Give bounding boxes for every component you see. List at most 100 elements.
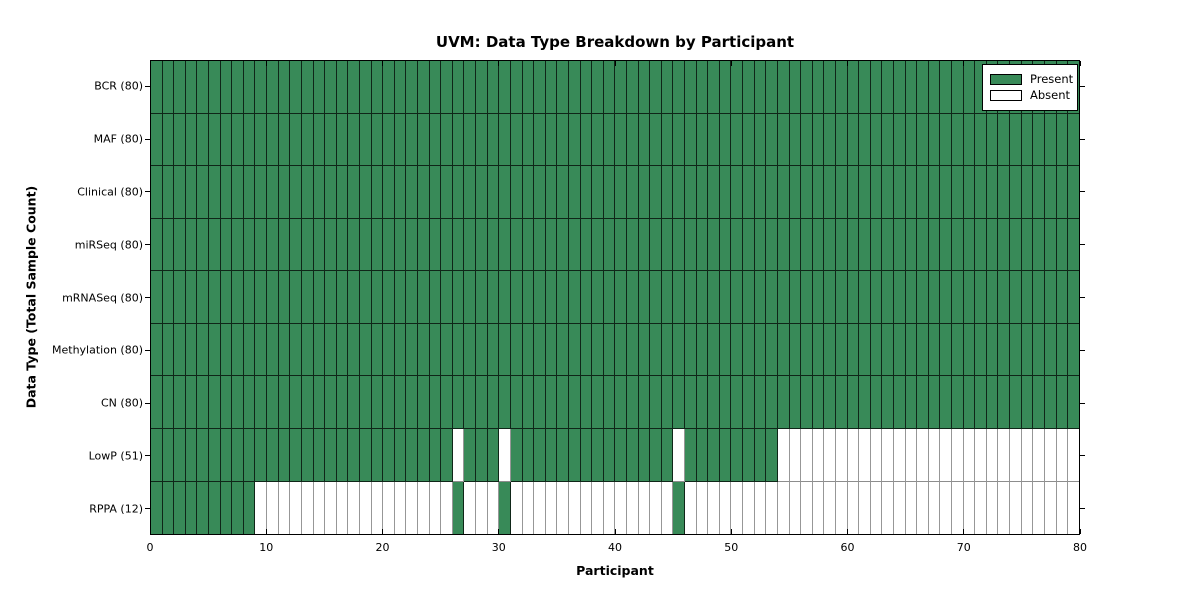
heatmap-cell <box>429 218 442 272</box>
heatmap-cell <box>917 218 929 272</box>
heatmap-cell <box>917 113 929 167</box>
heatmap-cell <box>859 376 871 429</box>
heatmap-cell <box>151 271 163 324</box>
heatmap-cell <box>615 113 627 167</box>
heatmap-cell <box>568 323 581 377</box>
heatmap-cell <box>661 271 674 324</box>
heatmap-cell <box>290 323 302 377</box>
heatmap-cell <box>371 376 384 429</box>
heatmap-cell <box>650 323 662 377</box>
heatmap-cell <box>429 271 442 324</box>
x-tick-label: 70 <box>956 541 971 554</box>
heatmap-cell <box>731 323 744 377</box>
heatmap-cell <box>998 481 1011 535</box>
heatmap-cell <box>232 428 244 482</box>
heatmap-cell <box>661 428 674 482</box>
heatmap-cell <box>255 218 268 272</box>
heatmap-cell <box>801 218 813 272</box>
heatmap-cell <box>882 166 894 219</box>
heatmap-cell <box>1068 218 1079 272</box>
heatmap-cell <box>290 428 302 482</box>
heatmap-cell <box>290 376 302 429</box>
heatmap-cell <box>603 61 616 114</box>
heatmap-cell <box>882 323 894 377</box>
heatmap-cell <box>174 61 186 114</box>
heatmap-cell <box>812 481 825 535</box>
heatmap-cell <box>325 376 337 429</box>
heatmap-cell <box>638 323 651 377</box>
heatmap-row-LowP <box>151 428 1079 482</box>
heatmap-cell <box>963 428 976 482</box>
heatmap-cell <box>731 218 744 272</box>
x-tick-mark <box>614 529 616 534</box>
heatmap-cell <box>986 323 999 377</box>
heatmap-cell <box>580 61 593 114</box>
heatmap-cell <box>325 481 337 535</box>
heatmap-cell <box>754 428 767 482</box>
heatmap-cell <box>882 428 894 482</box>
heatmap-cell <box>696 481 709 535</box>
heatmap-cell <box>1010 481 1022 535</box>
heatmap-cell <box>359 166 372 219</box>
heatmap-cell <box>928 271 941 324</box>
heatmap-cell <box>1068 376 1079 429</box>
heatmap-cell <box>743 323 755 377</box>
heatmap-cell <box>824 271 836 324</box>
heatmap-cell <box>940 61 953 114</box>
heatmap-cell <box>522 271 535 324</box>
heatmap-cell <box>185 218 198 272</box>
heatmap-cell <box>534 428 546 482</box>
y-tick-label: Clinical (80) <box>77 185 143 199</box>
heatmap-cell <box>789 271 802 324</box>
heatmap-cell <box>197 61 210 114</box>
x-tick-mark <box>730 529 732 534</box>
heatmap-cell <box>801 376 813 429</box>
heatmap-cell <box>650 113 662 167</box>
heatmap-cell <box>1033 481 1045 535</box>
heatmap-cell <box>603 428 616 482</box>
heatmap-cell <box>638 428 651 482</box>
heatmap-cell <box>952 271 964 324</box>
heatmap-cell <box>824 218 836 272</box>
heatmap-cell <box>917 166 929 219</box>
heatmap-cell <box>162 218 175 272</box>
heatmap-cell <box>359 376 372 429</box>
heatmap-cell <box>719 218 732 272</box>
heatmap-cell <box>1044 428 1057 482</box>
absent-swatch-icon <box>990 90 1022 102</box>
heatmap-cell <box>534 113 546 167</box>
heatmap-cell <box>255 271 268 324</box>
heatmap-cell <box>499 61 511 114</box>
heatmap-cell <box>998 323 1011 377</box>
heatmap-cell <box>766 323 778 377</box>
heatmap-cell <box>348 166 360 219</box>
heatmap-cell <box>777 271 790 324</box>
x-axis-label: Participant <box>576 563 654 578</box>
heatmap-cell <box>220 428 233 482</box>
y-tick-mark <box>145 349 151 351</box>
heatmap-cell <box>731 61 744 114</box>
heatmap-cell <box>952 481 964 535</box>
heatmap-cell <box>197 376 210 429</box>
heatmap-cell <box>278 376 291 429</box>
heatmap-cell <box>766 61 778 114</box>
heatmap-cell <box>743 428 755 482</box>
heatmap-cell <box>220 166 233 219</box>
heatmap-cell <box>928 61 941 114</box>
heatmap-cell <box>429 323 442 377</box>
chart-title: UVM: Data Type Breakdown by Participant <box>435 33 795 51</box>
heatmap-cell <box>1068 323 1079 377</box>
heatmap-cell <box>696 61 709 114</box>
heatmap-cell <box>1021 271 1034 324</box>
heatmap-cell <box>1010 323 1022 377</box>
heatmap-cell <box>1056 271 1069 324</box>
legend: Present Absent <box>982 64 1078 112</box>
x-tick-mark <box>614 61 616 66</box>
heatmap-cell <box>847 218 860 272</box>
heatmap-cell <box>441 376 453 429</box>
heatmap-cell <box>522 218 535 272</box>
heatmap-cell <box>940 113 953 167</box>
heatmap-cell <box>406 218 419 272</box>
heatmap-cell <box>580 271 593 324</box>
heatmap-cell <box>174 481 186 535</box>
